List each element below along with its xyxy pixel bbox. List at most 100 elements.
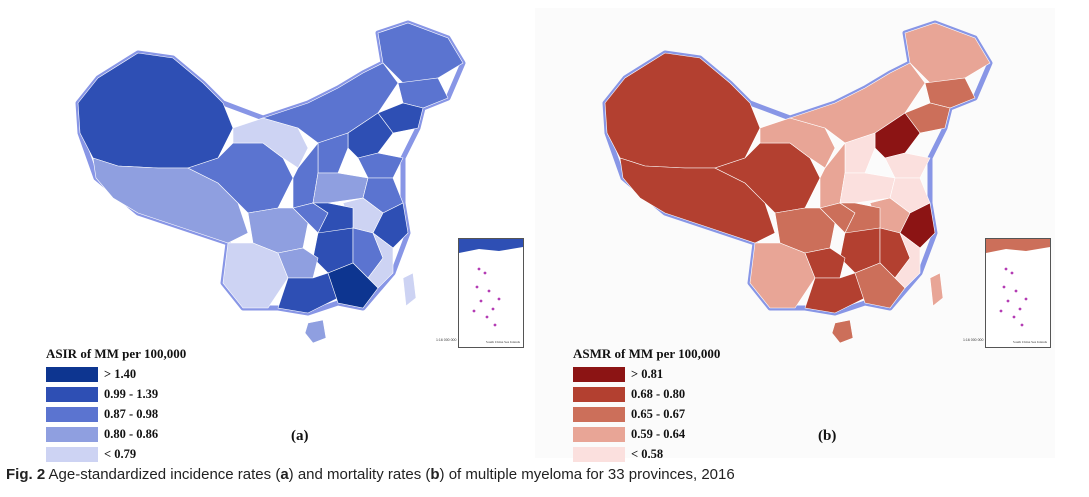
legend-label: < 0.58 [631,446,664,461]
legend-swatch [46,406,98,422]
province-xinjiang [604,52,761,169]
province-zhejiang [372,202,409,249]
province-guizhou [804,247,846,279]
inset-island [1012,315,1016,319]
inset-caption: South China Sea Islands [485,340,520,344]
caption-text: ) and mortality rates ( [288,466,431,483]
map-panel-mortality: South China Sea Islands 1:16 000 000 ASM… [535,8,1055,462]
legend-swatch [46,426,98,442]
inset-island [497,297,501,301]
legend-swatch [46,446,98,462]
province-guizhou [277,247,319,279]
legend-label: 0.99 - 1.39 [104,386,159,401]
legend-item: 0.99 - 1.39 [46,384,186,404]
inset-island [485,315,489,319]
inset-island [1004,267,1008,271]
legend-label: 0.65 - 0.67 [631,406,686,421]
province-regions [602,20,993,344]
inset-caption: South China Sea Islands [1012,340,1047,344]
province-yunnan [749,242,816,309]
inset-island [483,271,487,275]
province-heilongjiang [377,22,464,84]
legend-item: > 1.40 [46,364,186,384]
south-china-sea-inset: South China Sea Islands [985,238,1051,348]
province-shandong [884,152,931,179]
province-hainan [304,319,327,344]
legend-item: 0.65 - 0.67 [573,404,720,424]
legend-item: 0.80 - 0.86 [46,424,186,444]
inset-island [493,323,497,327]
legend-title: ASMR of MM per 100,000 [573,346,721,361]
province-guangdong [327,262,379,309]
province-yunnan [222,242,289,309]
caption-ref-b: b [430,466,440,483]
province-taiwan [929,272,944,307]
legend-item: 0.87 - 0.98 [46,404,186,424]
legend-item: < 0.58 [573,444,720,464]
inset-island [487,289,491,293]
legend-label: > 1.40 [104,366,137,381]
inset-island [1020,323,1024,327]
province-hainan [831,319,854,344]
figure-number: Fig. 2 [6,466,46,483]
legend-swatch [573,446,625,462]
inset-map [459,239,523,327]
inset-island [999,309,1003,313]
inset-island [475,285,479,289]
legend-label: < 0.79 [104,446,137,461]
inset-island [477,267,481,271]
province-jilin [397,77,449,109]
legend-item: 0.59 - 0.64 [573,424,720,444]
legend-label: 0.59 - 0.64 [631,426,686,441]
caption-ref-a: a [280,466,289,483]
panel-label-b: (b) [818,428,837,444]
province-tibet [92,157,249,244]
figure-caption: Fig. 2 Age-standardized incidence rates … [6,466,735,483]
legend-label: 0.68 - 0.80 [631,386,686,401]
province-heilongjiang [904,22,991,84]
legend-swatch [46,366,98,382]
south-china-sea-inset: South China Sea Islands [458,238,524,348]
legend-swatch [573,366,625,382]
inset-island [1024,297,1028,301]
map-scale: 1:16 000 000 [436,338,457,342]
province-tibet [619,157,776,244]
province-zhejiang [899,202,936,249]
province-jilin [924,77,976,109]
inset-island [1014,289,1018,293]
caption-text: ) of multiple myeloma for 33 provinces, … [439,466,735,483]
legend-swatch [46,386,98,402]
legend-swatch [573,386,625,402]
legend-label: > 0.81 [631,366,664,381]
legend-item: 0.68 - 0.80 [573,384,720,404]
legend-swatch [573,426,625,442]
legend-label: 0.80 - 0.86 [104,426,159,441]
legend-item: > 0.81 [573,364,720,384]
province-regions [75,20,466,344]
province-henan [839,172,896,204]
inset-island [1010,271,1014,275]
legend-title: ASIR of MM per 100,000 [46,346,187,361]
legend-item: < 0.79 [46,444,186,464]
inset-island [1006,299,1010,303]
inset-island [479,299,483,303]
province-taiwan [402,272,417,307]
inset-island [491,307,495,311]
inset-mainland [459,239,523,253]
china-map-incidence [75,20,466,344]
inset-island [472,309,476,313]
province-shandong [357,152,404,179]
province-guangdong [854,262,906,309]
province-xinjiang [77,52,234,169]
panel-label-a: (a) [291,428,309,444]
map-scale: 1:16 000 000 [963,338,984,342]
legend-swatch [573,406,625,422]
province-henan [312,172,369,204]
inset-mainland [986,239,1050,253]
legend-label: 0.87 - 0.98 [104,406,159,421]
legend-mortality: ASMR of MM per 100,000 > 0.81 0.68 - 0.8… [573,346,720,464]
china-map-mortality [602,20,993,344]
inset-island [1002,285,1006,289]
inset-island [1018,307,1022,311]
inset-map [986,239,1050,327]
